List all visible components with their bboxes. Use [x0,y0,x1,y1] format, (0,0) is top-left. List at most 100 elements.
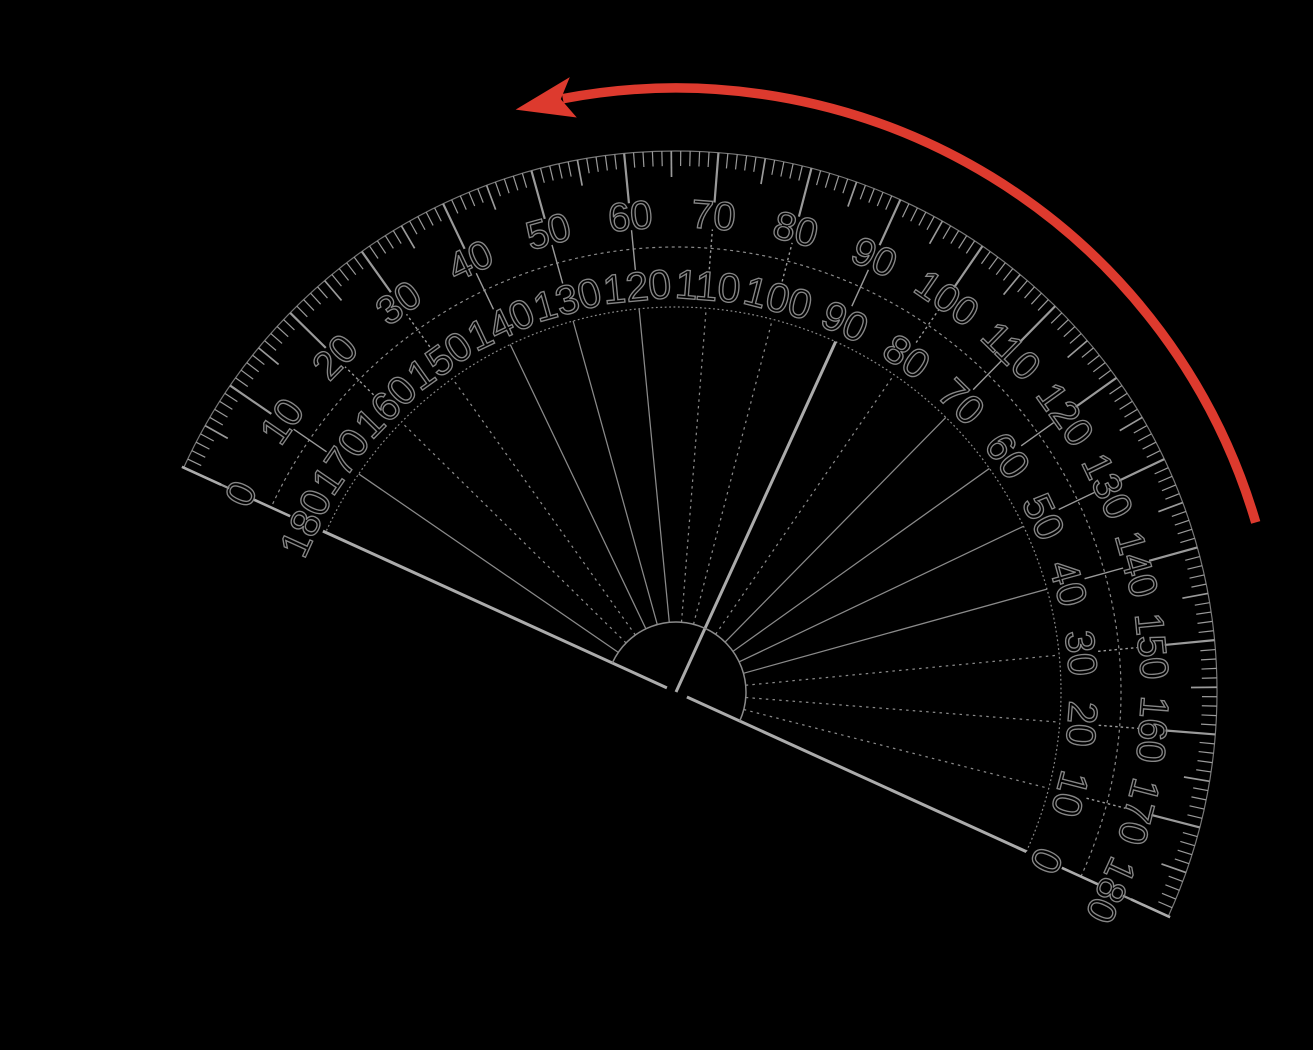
degree-tick [1142,441,1157,450]
radial-line-solid [572,320,658,625]
degree-tick [713,152,720,203]
degree-tick [1158,501,1184,513]
degree-tick [651,151,654,167]
degree-tick [679,151,682,167]
division-tick [293,428,327,453]
degree-tick [1081,347,1094,358]
degree-tick [310,292,322,305]
degree-tick [965,240,976,254]
scale-end-edge [181,465,222,486]
degree-tick [1124,408,1138,418]
degree-tick [1158,901,1173,909]
degree-tick [1057,319,1069,331]
division-tick [1084,567,1124,580]
degree-tick [1069,333,1082,344]
degree-tick [229,384,272,415]
degree-tick [1201,695,1217,698]
degree-tick [521,173,528,188]
radial-line-solid [358,473,619,653]
degree-tick [1180,840,1195,847]
degree-tick [698,151,701,167]
degree-tick [1191,583,1207,588]
degree-tick [958,235,968,249]
degree-tick [847,181,858,207]
degree-tick [1197,620,1213,624]
degree-tick [1161,892,1177,900]
degree-tick [512,175,519,191]
division-tick [1098,724,1139,730]
degree-tick [1161,484,1177,492]
division-tick [1058,491,1096,511]
degree-tick [1109,385,1123,395]
degree-tick [1187,565,1203,570]
degree-tick [876,191,884,207]
degree-tick [376,240,387,254]
degree-tick [771,159,776,175]
radial-line-dashed [745,696,1060,723]
degree-tick [1177,528,1193,535]
degree-tick [1198,630,1214,634]
radial-line-solid [738,525,1024,663]
degree-tick [1151,813,1201,829]
degree-tick [1037,299,1049,311]
degree-tick [1196,611,1212,615]
degree-tick [1200,658,1217,661]
degree-tick [815,170,822,186]
division-tick [475,272,495,310]
degree-tick [1133,425,1148,434]
degree-tick [859,185,867,200]
degree-tick [324,280,343,301]
degree-tick [331,274,342,287]
degree-tick [191,450,206,458]
degree-tick [885,195,893,210]
degree-tick [549,165,554,181]
degree-tick [842,178,849,194]
degree-tick [1030,292,1042,305]
degree-tick [276,326,289,338]
degree-tick [1161,863,1187,874]
degree-tick [1063,326,1076,338]
degree-tick [1119,400,1133,410]
degree-tick [901,203,910,218]
degree-tick [1165,729,1216,736]
degree-tick [744,155,748,171]
division-tick [1061,866,1099,886]
degree-tick [485,184,497,210]
degree-tick [1194,602,1210,606]
division-tick [915,309,940,343]
degree-tick [264,340,277,351]
degree-tick [1075,376,1118,408]
mid-scale-arc [270,246,1122,877]
division-tick [253,498,291,518]
degree-tick [670,151,673,178]
degree-tick [1119,416,1143,432]
degree-tick [1092,362,1106,373]
radial-line-dashed [715,374,895,635]
division-tick [708,229,714,270]
degree-tick [614,154,618,170]
degree-tick [392,230,402,244]
outer-scale-label: 160 [1127,694,1176,764]
degree-tick [214,408,228,418]
degree-tick-ring [183,151,1217,918]
degree-tick [1200,723,1217,726]
scale-end-edge [1130,898,1171,919]
degree-tick [338,268,350,281]
radial-line-solid [743,588,1048,674]
degree-tick [632,152,636,168]
degree-tick [1164,639,1215,647]
degree-tick [1114,392,1128,403]
degree-tick [270,333,283,344]
inner-scale-label: 30 [1056,628,1106,678]
inner-scale-label: 120 [601,261,674,313]
degree-tick [468,191,476,207]
ninety-degree-line [674,341,838,693]
degree-tick [926,216,935,231]
division-tick [851,269,870,307]
degree-tick [928,220,944,245]
degree-tick [539,168,545,183]
degree-tick [235,377,249,388]
radial-line-solid [638,308,670,623]
degree-tick [642,151,645,168]
degree-tick [246,362,260,373]
